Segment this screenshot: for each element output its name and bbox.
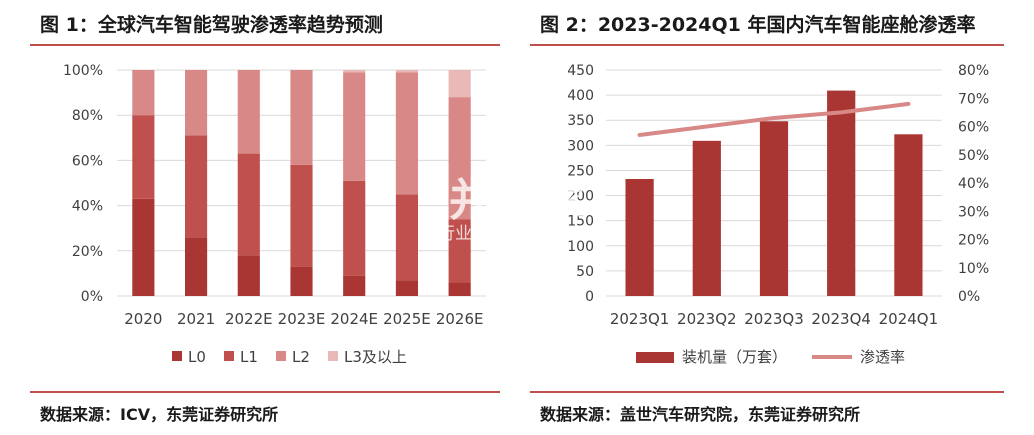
chart1-legend-label: L1 <box>240 348 258 366</box>
chart2-bar <box>827 90 856 296</box>
chart2-y-right-tick-label: 60% <box>958 120 989 136</box>
chart1-bar-segment-L3及以上 <box>343 70 366 73</box>
chart1-x-tick-label: 2025E <box>383 310 431 328</box>
chart1-legend-label: L0 <box>188 348 206 366</box>
chart1-legend-swatch <box>224 351 234 361</box>
divider-bottom-right <box>530 391 1004 393</box>
chart2-x-tick-label: 2023Q1 <box>610 310 670 328</box>
chart2-bar <box>625 178 654 296</box>
chart2-x-tick-label: 2023Q3 <box>744 310 804 328</box>
chart2-legend-label-line: 渗透率 <box>860 348 905 366</box>
chart1-y-tick-label: 60% <box>72 153 103 169</box>
chart2-x-tick-label: 2023Q4 <box>811 310 871 328</box>
chart1-legend-label: L2 <box>292 348 310 366</box>
chart2-y-left-tick-label: 450 <box>567 63 594 79</box>
chart2-y-left-tick-label: 350 <box>567 113 594 129</box>
chart1-x-tick-label: 2021 <box>177 310 215 328</box>
chart2-y-left-tick-label: 200 <box>567 189 594 205</box>
chart2-y-left-tick-label: 50 <box>576 264 594 280</box>
chart2-y-left-tick-label: 100 <box>567 239 594 255</box>
chart1-y-tick-label: 40% <box>72 199 103 215</box>
chart1-x-tick-label: 2023E <box>278 310 326 328</box>
chart1-bar-segment-L0 <box>132 198 155 296</box>
chart1-title: 图 1：全球汽车智能驾驶渗透率趋势预测 <box>40 14 383 36</box>
chart1-y-tick-label: 20% <box>72 244 103 260</box>
chart1-bar-segment-L2 <box>343 72 366 181</box>
chart1-y-tick-label: 0% <box>81 289 103 305</box>
chart2-y-right-tick-label: 70% <box>958 91 989 107</box>
chart1-bar-segment-L1 <box>132 115 155 199</box>
chart1-bar-segment-L3及以上 <box>448 70 471 98</box>
chart2-bar <box>692 140 721 296</box>
chart2-y-right-tick-label: 30% <box>958 204 989 220</box>
chart1-bar-segment-L2 <box>237 70 260 154</box>
chart1-bar-segment-L1 <box>185 135 208 238</box>
chart1-legend-swatch <box>172 351 182 361</box>
chart1-legend-swatch <box>328 351 338 361</box>
chart1-bar-segment-L1 <box>395 194 418 281</box>
chart2-x-tick-label: 2023Q2 <box>677 310 737 328</box>
chart2-y-right-tick-label: 20% <box>958 233 989 249</box>
chart2-legend-label-bar: 装机量（万套） <box>682 348 787 366</box>
chart1-bar-segment-L2 <box>290 70 313 165</box>
chart2-legend-swatch-bar <box>636 352 674 363</box>
chart1-bar-segment-L1 <box>290 164 313 267</box>
chart2-bar <box>759 121 789 296</box>
chart1-x-tick-label: 2024E <box>330 310 378 328</box>
chart1-bar-segment-L2 <box>132 70 155 116</box>
chart2-y-right-tick-label: 10% <box>958 261 989 277</box>
chart1-bar-segment-L1 <box>237 153 260 256</box>
divider-bottom-left <box>30 391 500 393</box>
chart1-bar-segment-L3及以上 <box>395 70 418 73</box>
chart1-y-tick-label: 80% <box>72 108 103 124</box>
chart2-y-right-tick-label: 50% <box>958 148 989 164</box>
chart1-bar-segment-L0 <box>237 255 260 296</box>
chart2-y-right-tick-label: 40% <box>958 176 989 192</box>
chart2-y-left-tick-label: 150 <box>567 214 594 230</box>
chart1-x-tick-label: 2026E <box>436 310 484 328</box>
chart1-bar-segment-L0 <box>185 237 208 296</box>
chart2-line-series <box>637 101 911 137</box>
chart2-x-tick-label: 2024Q1 <box>879 310 939 328</box>
chart1-x-tick-label: 2020 <box>124 310 162 328</box>
chart2-source: 数据来源：盖世汽车研究院，东莞证券研究所 <box>540 405 861 424</box>
chart2-y-left-tick-label: 400 <box>567 88 594 104</box>
chart2-y-left-tick-label: 250 <box>567 163 594 179</box>
chart1-legend-swatch <box>276 351 286 361</box>
chart1-source: 数据来源：ICV，东莞证券研究所 <box>40 405 279 424</box>
chart2-y-left-tick-label: 300 <box>567 138 594 154</box>
chart1-bar-segment-L1 <box>343 180 366 276</box>
chart1-y-tick-label: 100% <box>63 63 103 79</box>
chart2-bar <box>894 134 923 296</box>
chart1-bar-segment-L2 <box>395 72 418 195</box>
chart1-legend-label: L3及以上 <box>344 348 407 366</box>
chart1-bar-segment-L2 <box>448 97 471 220</box>
chart1-bar-segment-L0 <box>343 275 366 296</box>
chart1-bar-segment-L1 <box>448 219 471 283</box>
chart1-bar-segment-L0 <box>395 280 418 296</box>
chart2-y-right-tick-label: 0% <box>958 289 980 305</box>
chart1-bar-segment-L0 <box>290 266 313 296</box>
chart2-y-right-tick-label: 80% <box>958 63 989 79</box>
chart1-x-tick-label: 2022E <box>225 310 273 328</box>
divider-top-left <box>30 44 500 46</box>
chart1-bar-segment-L0 <box>448 282 471 296</box>
chart1-bar-segment-L2 <box>185 70 208 136</box>
chart2-y-left-tick-label: 0 <box>585 289 594 305</box>
divider-top-right <box>530 44 1004 46</box>
chart2-title: 图 2：2023-2024Q1 年国内汽车智能座舱渗透率 <box>540 14 976 36</box>
